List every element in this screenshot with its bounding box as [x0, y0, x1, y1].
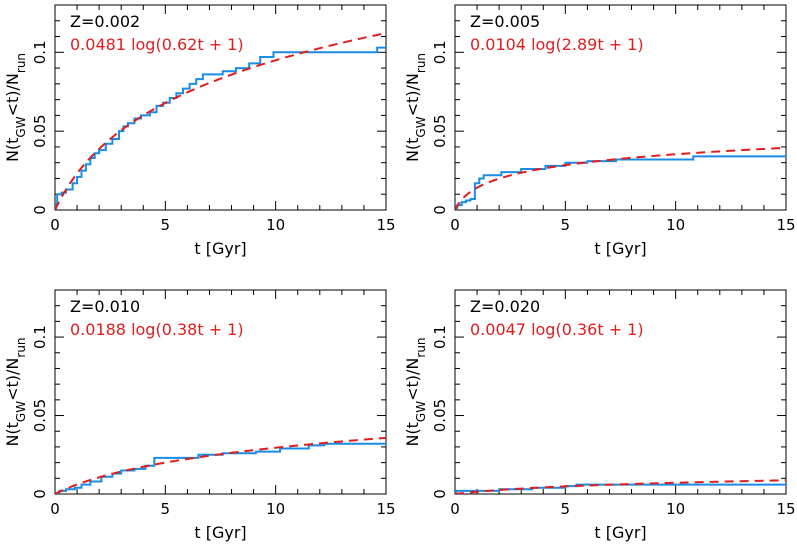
y-axis-label: N(tGW<t)/Nrun — [3, 337, 28, 446]
x-axis-label: t [Gyr] — [194, 239, 246, 258]
fit-curve-line — [455, 146, 786, 210]
step-series-line — [55, 442, 386, 494]
x-axis-label: t [Gyr] — [594, 523, 646, 542]
fit-label: 0.0047 log(0.36t + 1) — [470, 320, 644, 339]
x-tick-label: 15 — [376, 500, 395, 518]
plot-frame — [54, 289, 387, 495]
fit-curve-line — [55, 436, 386, 494]
x-tick-label: 5 — [161, 216, 171, 234]
x-tick-label: 5 — [561, 216, 571, 234]
y-tick-label: 0.05 — [31, 399, 49, 432]
y-tick-label: 0.1 — [431, 325, 449, 349]
y-tick-label: 0.1 — [431, 40, 449, 64]
y-tick-label: 0 — [431, 489, 449, 499]
y-tick-label: 0.1 — [31, 325, 49, 349]
x-tick-label: 10 — [666, 216, 685, 234]
y-axis-label: N(tGW<t)/Nrun — [3, 53, 28, 162]
step-series-line — [55, 46, 386, 210]
y-tick-label: 0.05 — [431, 114, 449, 147]
x-axis-label: t [Gyr] — [194, 523, 246, 542]
plot-frame — [454, 289, 787, 495]
x-tick-label: 0 — [450, 216, 460, 234]
x-tick-label: 0 — [50, 216, 60, 234]
x-tick-label: 15 — [776, 500, 795, 518]
y-axis-label: N(tGW<t)/Nrun — [403, 53, 428, 162]
x-tick-label: 5 — [161, 500, 171, 518]
y-tick-label: 0.1 — [31, 40, 49, 64]
chart-panel-4: 0 5 10 15 0 0.05 0.1 t [Gyr] N(tGW<t)/Nrun Z=0.02… — [403, 289, 796, 542]
x-tick-label: 5 — [561, 500, 571, 518]
y-tick-label: 0 — [31, 489, 49, 499]
step-series-line — [455, 155, 786, 210]
panel-label: Z=0.020 — [470, 297, 540, 316]
fit-curve-line — [55, 32, 386, 210]
fit-label: 0.0188 log(0.38t + 1) — [70, 320, 244, 339]
y-tick-label: 0.05 — [431, 399, 449, 432]
panel-label: Z=0.002 — [70, 12, 140, 31]
chart-panel-2: 0 5 10 15 0 0.05 0.1 t [Gyr] N(tGW<t)/Nrun Z=0.00… — [403, 4, 796, 258]
chart-panel-3: 0 5 10 15 0 0.05 0.1 t [Gyr] N(tGW<t)/Nrun Z=0.01… — [3, 289, 396, 542]
x-tick-label: 15 — [376, 216, 395, 234]
plot-frame — [54, 4, 387, 211]
fit-curve-line — [455, 479, 786, 494]
plot-frame — [454, 4, 787, 211]
chart-panel-1: 0 5 10 15 0 0.05 0.1 t [Gyr] N(tGW<t)/Nrun Z=0.00… — [3, 4, 396, 258]
x-axis-label: t [Gyr] — [594, 239, 646, 258]
x-tick-label: 10 — [666, 500, 685, 518]
panel-label: Z=0.010 — [70, 297, 140, 316]
x-tick-label: 10 — [266, 500, 285, 518]
y-axis-label: N(tGW<t)/Nrun — [403, 337, 428, 446]
x-tick-label: 0 — [50, 500, 60, 518]
x-tick-label: 0 — [450, 500, 460, 518]
fit-label: 0.0481 log(0.62t + 1) — [70, 35, 244, 54]
y-tick-label: 0.05 — [31, 114, 49, 147]
x-tick-label: 15 — [776, 216, 795, 234]
x-tick-label: 10 — [266, 216, 285, 234]
y-tick-label: 0 — [431, 205, 449, 215]
y-tick-label: 0 — [31, 205, 49, 215]
panel-label: Z=0.005 — [470, 12, 540, 31]
fit-label: 0.0104 log(2.89t + 1) — [470, 35, 644, 54]
